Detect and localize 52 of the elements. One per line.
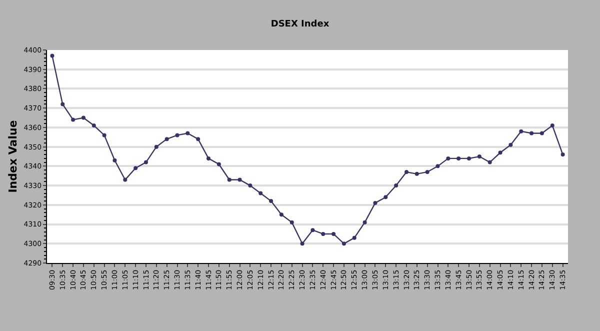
point (530, 131, 534, 136)
point (362, 220, 367, 224)
point (269, 199, 274, 204)
point (321, 232, 326, 236)
point (467, 156, 472, 160)
point (71, 118, 76, 122)
point (540, 131, 544, 136)
point (560, 152, 565, 157)
point (164, 137, 169, 142)
point (404, 170, 408, 174)
point (206, 156, 211, 160)
point (456, 156, 461, 160)
point (196, 137, 200, 142)
point (216, 162, 221, 166)
point (394, 184, 398, 188)
point (123, 178, 128, 182)
point (332, 232, 336, 236)
point (342, 242, 346, 246)
point (508, 142, 513, 147)
point (248, 184, 252, 188)
chart-title: DSEX Index (270, 19, 330, 30)
point (154, 144, 158, 149)
point (300, 242, 304, 246)
point (384, 195, 388, 200)
point (227, 178, 232, 182)
point (60, 102, 65, 106)
point (498, 150, 502, 155)
point (112, 158, 117, 162)
point (144, 160, 148, 164)
point (238, 178, 242, 182)
point (279, 212, 284, 217)
point (436, 164, 440, 168)
point (134, 166, 138, 170)
y-axis-title: Index Value (6, 120, 20, 193)
point (186, 131, 190, 136)
point (373, 200, 378, 205)
point (477, 154, 482, 158)
point (290, 220, 294, 224)
point (488, 160, 492, 164)
point (81, 116, 86, 120)
point (352, 236, 356, 240)
point (102, 133, 106, 138)
point (550, 124, 554, 128)
point (310, 228, 315, 232)
point (175, 133, 180, 138)
point (446, 156, 450, 160)
point (425, 170, 430, 174)
point (519, 129, 524, 134)
point (50, 54, 54, 58)
point (92, 124, 96, 128)
point (258, 191, 263, 196)
point (414, 172, 419, 176)
